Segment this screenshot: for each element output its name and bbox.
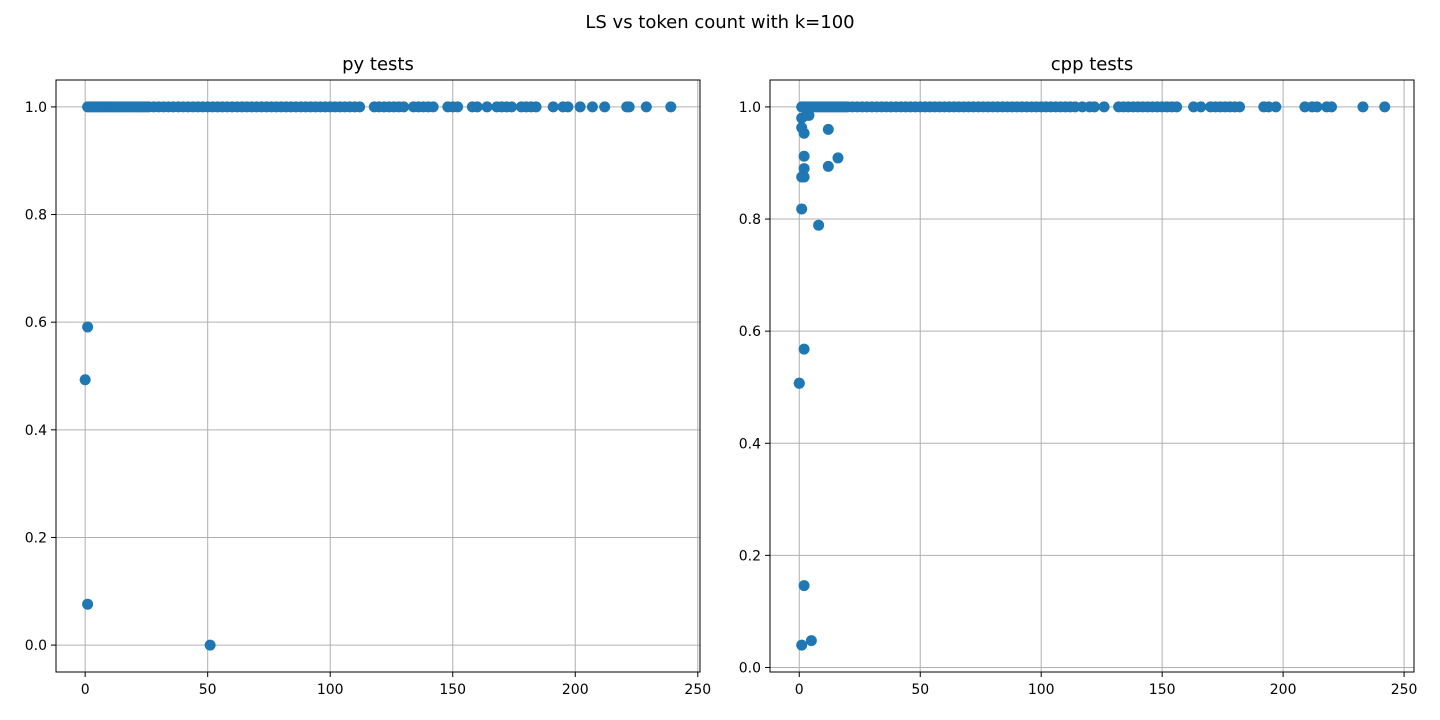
- cpp-tests-point: [822, 123, 834, 135]
- py-tests-point: [471, 101, 483, 113]
- cpp-tests-point: [1270, 101, 1282, 113]
- py-tests-point: [506, 101, 518, 113]
- cpp-tests-point: [1195, 101, 1207, 113]
- py-tests-x-axis: 0 50 100 150 200 250: [81, 672, 711, 698]
- py-tests-point: [562, 101, 574, 113]
- cpp-tests-point: [1357, 101, 1369, 113]
- py-tests-point: [665, 101, 677, 113]
- cpp-tests-point: [796, 203, 808, 215]
- cpp-tests-grid: [770, 80, 1414, 672]
- cpp-tests-x-axis: 0 50 100 150 200 250: [795, 672, 1418, 698]
- cpp-tests-panel: cpp tests 0 50 100 150 200 250 0.00.20.40.60.…: [739, 54, 1418, 698]
- cpp-tests-ytick-label: 0.4: [739, 436, 761, 452]
- py-tests-point: [547, 101, 559, 113]
- cpp-tests-ytick-label: 0.6: [739, 324, 761, 340]
- cpp-tests-point: [798, 343, 810, 355]
- cpp-tests-point: [1379, 101, 1391, 113]
- py-tests-xtick-label: 200: [562, 682, 589, 698]
- cpp-tests-y-axis: 0.0 0.2 0.4 0.6 0.8 1.0: [739, 100, 770, 677]
- cpp-tests-ytick-label: 0.8: [739, 212, 761, 228]
- py-tests-xtick-label: 150: [439, 682, 466, 698]
- py-tests-xtick-label: 50: [199, 682, 217, 698]
- py-tests-title: py tests: [342, 54, 414, 75]
- cpp-tests-ytick-label: 0.0: [739, 661, 761, 677]
- cpp-tests-point: [1088, 101, 1100, 113]
- py-tests-ytick-label: 0.2: [25, 530, 47, 546]
- cpp-tests-point: [813, 219, 825, 231]
- cpp-tests-point: [796, 639, 808, 651]
- py-tests-point: [452, 101, 464, 113]
- py-tests-point: [481, 101, 493, 113]
- py-tests-xtick-label: 100: [317, 682, 344, 698]
- py-tests-ytick-label: 1.0: [25, 100, 47, 116]
- py-tests-y-axis: 0.0 0.2 0.4 0.6 0.8 1.0: [25, 100, 56, 654]
- py-tests-ytick-label: 0.6: [25, 315, 47, 331]
- py-tests-point: [82, 598, 94, 610]
- py-tests-point: [204, 639, 216, 651]
- py-tests-ytick-label: 0.8: [25, 208, 47, 224]
- py-tests-points: [79, 101, 677, 651]
- cpp-tests-point: [805, 635, 817, 647]
- cpp-tests-point: [798, 580, 810, 592]
- cpp-tests-point: [822, 160, 834, 172]
- cpp-tests-point: [1311, 101, 1323, 113]
- py-tests-point: [623, 101, 635, 113]
- cpp-tests-point: [1171, 101, 1183, 113]
- cpp-tests-ytick-label: 1.0: [739, 100, 761, 116]
- cpp-tests-point: [803, 109, 815, 121]
- cpp-tests-point: [832, 152, 844, 164]
- cpp-tests-point: [1098, 101, 1110, 113]
- py-tests-point: [398, 101, 410, 113]
- py-tests-point: [574, 101, 586, 113]
- cpp-tests-point: [1326, 101, 1338, 113]
- cpp-tests-axes-frame: [769, 79, 1415, 673]
- py-tests-point: [586, 101, 598, 113]
- cpp-tests-point: [798, 163, 810, 175]
- cpp-tests-point: [796, 171, 808, 183]
- py-tests-point: [599, 101, 611, 113]
- cpp-tests-point: [798, 127, 810, 139]
- cpp-tests-title: cpp tests: [1051, 54, 1133, 75]
- cpp-tests-point: [1234, 101, 1246, 113]
- py-tests-grid: [56, 80, 700, 672]
- py-tests-point: [354, 101, 366, 113]
- cpp-tests-xtick-label: 100: [1028, 682, 1055, 698]
- cpp-tests-xtick-label: 50: [911, 682, 929, 698]
- cpp-tests-xtick-label: 0: [795, 682, 804, 698]
- py-tests-panel: py tests 0 50 100 150 200 250 0.0 0.2 0.4 0.6 0.8…: [25, 54, 711, 698]
- py-tests-point: [640, 101, 652, 113]
- py-tests-axes-frame: [55, 79, 701, 673]
- cpp-tests-points: [793, 101, 1391, 651]
- cpp-tests-point: [793, 377, 805, 389]
- py-tests-point: [427, 101, 439, 113]
- py-tests-point: [79, 374, 91, 386]
- py-tests-ytick-label: 0.0: [25, 638, 47, 654]
- py-tests-xtick-label: 0: [81, 682, 90, 698]
- py-tests-ytick-label: 0.4: [25, 423, 47, 439]
- cpp-tests-point: [798, 150, 810, 162]
- cpp-tests-xtick-label: 200: [1270, 682, 1297, 698]
- cpp-tests-xtick-label: 250: [1391, 682, 1418, 698]
- cpp-tests-xtick-label: 150: [1149, 682, 1176, 698]
- cpp-tests-ytick-label: 0.2: [739, 548, 761, 564]
- py-tests-point: [530, 101, 542, 113]
- py-tests-point: [82, 321, 94, 333]
- py-tests-xtick-label: 250: [684, 682, 711, 698]
- figure-title: LS vs token count with k=100: [585, 12, 854, 33]
